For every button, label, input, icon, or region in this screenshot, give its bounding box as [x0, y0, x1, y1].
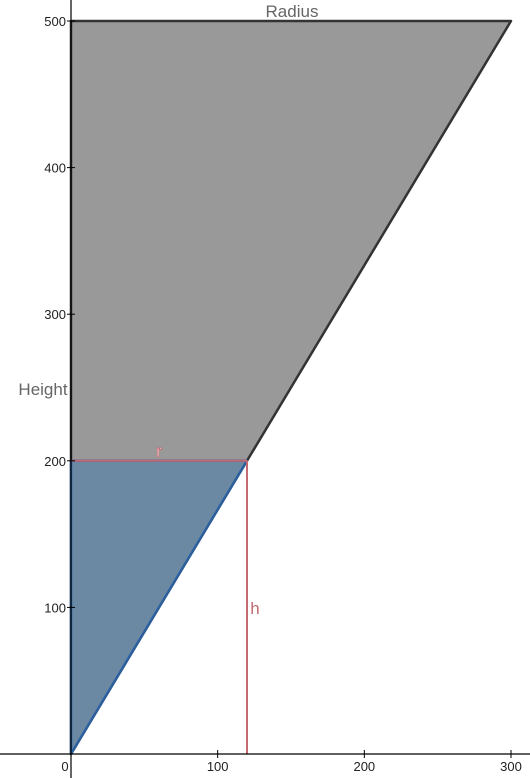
- height-marker-label: h: [250, 599, 259, 618]
- y-tick-label: 200: [44, 454, 66, 469]
- y-tick-label: 400: [44, 161, 66, 176]
- x-tick-label: 0: [61, 759, 68, 774]
- y-tick-label: 500: [44, 14, 66, 29]
- labels-layer: Radius Height r h: [18, 2, 318, 618]
- x-tick-label: 100: [207, 759, 229, 774]
- y-tick-label: 300: [44, 307, 66, 322]
- x-tick-label: 300: [500, 759, 522, 774]
- radius-marker-label: r: [156, 442, 162, 461]
- markers-layer: [71, 459, 248, 754]
- y-tick-label: 100: [44, 600, 66, 615]
- x-axis-title: Radius: [266, 2, 319, 21]
- shapes-layer: [69, 19, 513, 756]
- small-cone-region: [69, 459, 249, 756]
- x-tick-label: 200: [353, 759, 375, 774]
- y-axis-title: Height: [18, 380, 67, 399]
